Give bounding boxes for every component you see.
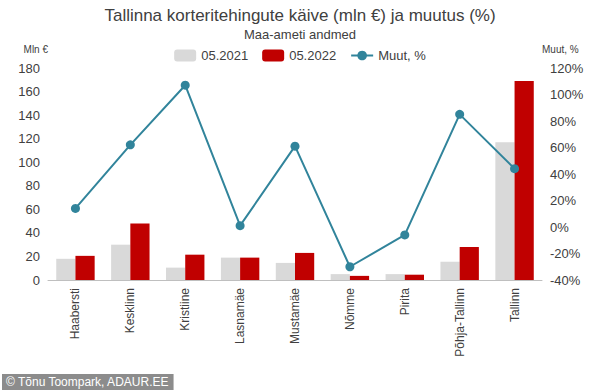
svg-text:160: 160 xyxy=(18,84,40,99)
svg-text:180: 180 xyxy=(18,61,40,76)
svg-text:100: 100 xyxy=(18,155,40,170)
svg-text:60%: 60% xyxy=(550,140,576,155)
svg-text:Tallinna korteritehingute käiv: Tallinna korteritehingute käive (mln €) … xyxy=(104,6,495,25)
svg-text:80%: 80% xyxy=(550,114,576,129)
svg-text:-20%: -20% xyxy=(550,246,581,261)
svg-text:Kesklinn: Kesklinn xyxy=(123,288,137,333)
svg-text:Muut, %: Muut, % xyxy=(542,44,579,55)
svg-text:Tallinn: Tallinn xyxy=(508,288,522,322)
svg-text:40: 40 xyxy=(26,225,40,240)
svg-text:05.2021: 05.2021 xyxy=(201,48,248,63)
svg-text:40%: 40% xyxy=(550,167,576,182)
svg-text:20: 20 xyxy=(26,249,40,264)
svg-text:Haabersti: Haabersti xyxy=(68,288,82,339)
svg-text:Mustamäe: Mustamäe xyxy=(288,288,302,344)
svg-text:-40%: -40% xyxy=(550,273,581,288)
svg-text:Muut, %: Muut, % xyxy=(378,48,426,63)
svg-text:0: 0 xyxy=(33,273,40,288)
svg-text:100%: 100% xyxy=(550,87,584,102)
svg-text:140: 140 xyxy=(18,108,40,123)
svg-text:Kristiine: Kristiine xyxy=(178,288,192,331)
svg-text:Maa-ameti andmed: Maa-ameti andmed xyxy=(244,27,356,42)
svg-text:Põhja-Tallinn: Põhja-Tallinn xyxy=(453,288,467,357)
svg-text:80: 80 xyxy=(26,178,40,193)
svg-text:60: 60 xyxy=(26,202,40,217)
svg-text:120: 120 xyxy=(18,131,40,146)
svg-text:Pirita: Pirita xyxy=(398,288,412,316)
svg-text:20%: 20% xyxy=(550,193,576,208)
svg-text:120%: 120% xyxy=(550,61,584,76)
svg-text:Lasnamäe: Lasnamäe xyxy=(233,288,247,344)
svg-text:0%: 0% xyxy=(550,220,569,235)
svg-text:05.2022: 05.2022 xyxy=(289,48,336,63)
svg-text:Nõmme: Nõmme xyxy=(343,288,357,330)
svg-text:Mln €: Mln € xyxy=(24,44,49,55)
svg-text:© Tõnu Toompark, ADAUR.EE: © Tõnu Toompark, ADAUR.EE xyxy=(6,375,168,389)
